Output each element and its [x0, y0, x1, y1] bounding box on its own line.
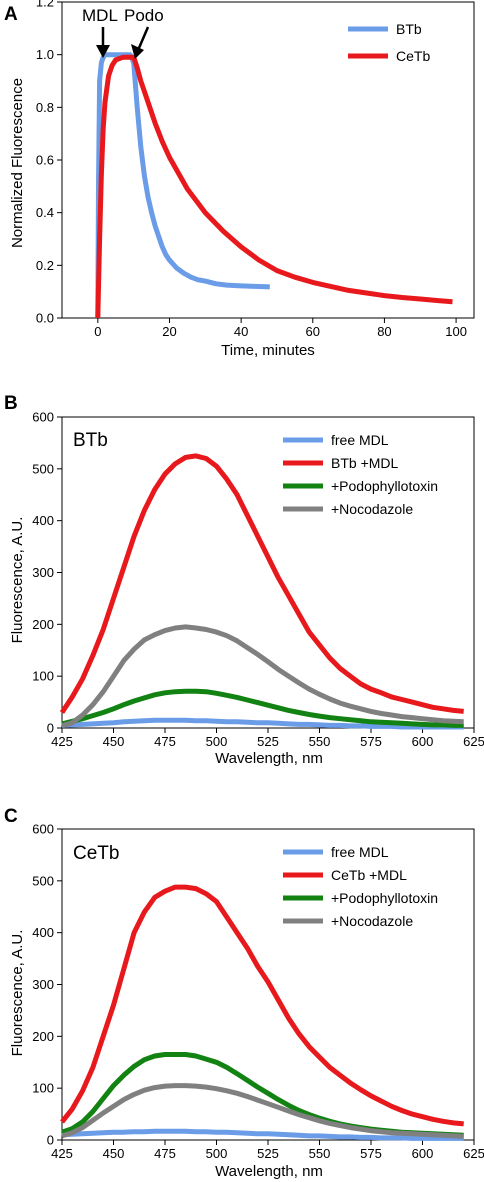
y-tick-label: 600 — [32, 822, 54, 837]
panel-a-annotations: MDL Podo — [82, 6, 164, 59]
y-tick-label: 400 — [32, 925, 54, 940]
panel-c: C 425 450 475 500 525 550 575 600 62501002003004… — [4, 806, 484, 1180]
x-tick-label: 40 — [234, 324, 248, 339]
arrow-mdl-icon — [96, 27, 110, 58]
panel-b-xlabel: Wavelength, nm — [215, 750, 323, 767]
panel-a-xlabel: Time, minutes — [221, 342, 315, 359]
x-tick-label: 575 — [360, 734, 382, 749]
y-tick-label: 200 — [32, 617, 54, 632]
x-tick-label: 625 — [463, 734, 484, 749]
panel-b: B 425 450 475 500 525 550 575 600 62501002003004… — [4, 393, 484, 767]
y-tick-label: 0 — [47, 1133, 54, 1148]
panel-c-inset-label: CeTb — [73, 843, 119, 864]
y-tick-label: 0.8 — [36, 100, 54, 115]
series-line-btb-mdl — [59, 453, 464, 714]
series-line-podophyllotoxin — [61, 688, 464, 728]
y-tick-label: 300 — [32, 977, 54, 992]
series-line-free-mdl — [61, 717, 464, 730]
x-tick-label: 550 — [309, 1146, 331, 1161]
y-tick-label: 100 — [32, 1081, 54, 1096]
x-tick-label: 0 — [94, 324, 101, 339]
x-tick-label: 525 — [257, 734, 279, 749]
series-line-cetb-mdl — [60, 884, 464, 1127]
y-tick-label: 200 — [32, 1029, 54, 1044]
series-line-btb — [95, 52, 270, 319]
legend-label-free-mdl: free MDL — [331, 432, 389, 448]
y-tick-label: 600 — [32, 410, 54, 425]
x-tick-label: 525 — [257, 1146, 279, 1161]
x-tick-label: 575 — [360, 1146, 382, 1161]
panel-c-ylabel: Fluorescence, A.U. — [9, 930, 26, 1057]
legend-label-free-mdl: free MDL — [331, 844, 389, 860]
x-tick-label: 425 — [51, 1146, 73, 1161]
panel-b-legend: free MDL BTb +MDL +Podophyllotoxin +Noco… — [283, 432, 438, 517]
x-tick-label: 100 — [445, 324, 467, 339]
panel-c-series — [60, 884, 464, 1141]
y-tick-label: 0 — [47, 721, 54, 736]
y-tick-label: 0.4 — [36, 205, 54, 220]
x-tick-label: 20 — [162, 324, 176, 339]
series-line-free-mdl — [61, 1128, 464, 1141]
legend-label-podophyllotoxin: +Podophyllotoxin — [331, 478, 438, 494]
x-tick-label: 600 — [412, 1146, 434, 1161]
legend-label-nocodazole: +Nocodazole — [331, 501, 413, 517]
legend-label-btb-mdl: BTb +MDL — [331, 455, 399, 471]
legend-label-btb: BTb — [396, 21, 422, 37]
panel-c-axes: 425 450 475 500 525 550 575 600 625 0 100 200 300 400… — [32, 822, 484, 1162]
y-tick-label: 500 — [32, 873, 54, 888]
x-tick-label: 500 — [206, 1146, 228, 1161]
x-tick-label: 625 — [463, 1146, 484, 1161]
legend-label-nocodazole: +Nocodazole — [331, 913, 413, 929]
arrow-podo-icon — [131, 26, 150, 59]
x-tick-label: 550 — [309, 734, 331, 749]
x-tick-label: 60 — [306, 324, 320, 339]
panel-a-series — [95, 52, 453, 319]
panel-b-letter: B — [4, 393, 18, 414]
legend-label-podophyllotoxin: +Podophyllotoxin — [331, 890, 438, 906]
series-line-nocodazole — [61, 1083, 464, 1139]
panel-b-series — [59, 453, 464, 730]
panel-a-ylabel: Normalized Fluorescence — [9, 78, 26, 248]
y-tick-label: 0.0 — [36, 311, 54, 326]
panel-c-xlabel: Wavelength, nm — [215, 1163, 323, 1180]
x-tick-label: 475 — [154, 1146, 176, 1161]
x-tick-label: 500 — [206, 734, 228, 749]
panel-a: A 0 20 40 60 80 100 0.0 0.2 0.4 0.6 0.8 1.0 1.2 MDL … — [4, 0, 475, 359]
y-tick-label: 0.2 — [36, 258, 54, 273]
y-tick-label: 300 — [32, 565, 54, 580]
x-tick-label: 450 — [103, 1146, 125, 1161]
y-tick-label: 0.6 — [36, 153, 54, 168]
series-line-podophyllotoxin — [61, 1052, 464, 1138]
series-line-nocodazole — [61, 624, 464, 729]
x-tick-label: 600 — [412, 734, 434, 749]
annotation-mdl: MDL — [82, 6, 118, 25]
y-tick-label: 1.2 — [36, 0, 54, 10]
x-tick-label: 425 — [51, 734, 73, 749]
legend-label-cetb-mdl: CeTb +MDL — [331, 867, 407, 883]
panel-c-legend: free MDL CeTb +MDL +Podophyllotoxin +Noc… — [283, 844, 438, 929]
panel-a-axes: 0 20 40 60 80 100 0.0 0.2 0.4 0.6 0.8 1.0 1.2 — [36, 0, 475, 339]
panel-b-axes: 425 450 475 500 525 550 575 600 625 0 100 200 300 400… — [32, 410, 484, 750]
panel-c-letter: C — [4, 806, 18, 827]
y-tick-label: 400 — [32, 513, 54, 528]
y-tick-label: 100 — [32, 669, 54, 684]
panel-a-legend: BTb CeTb — [348, 21, 430, 64]
panel-b-inset-label: BTb — [73, 430, 108, 451]
y-tick-label: 1.0 — [36, 47, 54, 62]
annotation-podo: Podo — [124, 6, 164, 25]
x-tick-label: 80 — [377, 324, 391, 339]
x-tick-label: 450 — [103, 734, 125, 749]
y-tick-label: 500 — [32, 461, 54, 476]
legend-label-cetb: CeTb — [396, 48, 430, 64]
panel-a-letter: A — [4, 4, 18, 25]
x-tick-label: 475 — [154, 734, 176, 749]
series-line-cetb — [95, 54, 453, 319]
panel-b-ylabel: Fluorescence, A.U. — [9, 517, 26, 644]
